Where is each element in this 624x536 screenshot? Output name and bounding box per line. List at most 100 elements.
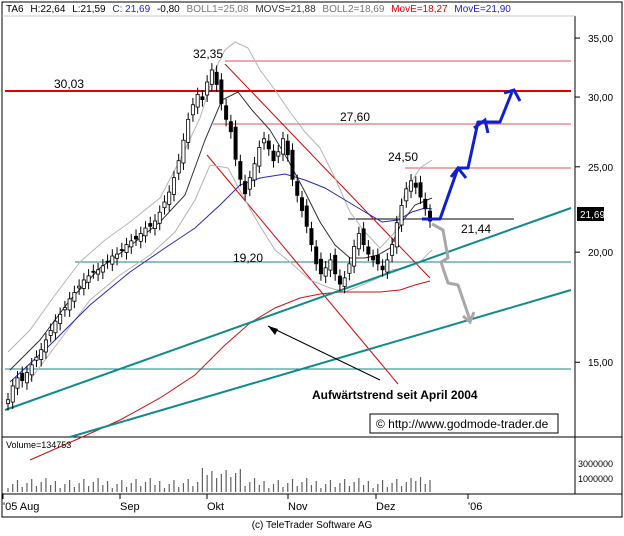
y-tick-label: 30,00 (588, 93, 613, 104)
candle-up (34, 356, 39, 361)
candle-down (413, 182, 418, 188)
legend-ema-blue: MovE=21,90 (454, 4, 511, 15)
candlesticks (6, 63, 432, 411)
candle-down (266, 140, 271, 150)
arrow-head (268, 326, 278, 335)
candle-down (418, 182, 423, 198)
candle-up (352, 246, 357, 267)
candle-up (186, 118, 191, 143)
candle-up (157, 211, 162, 224)
candle-up (67, 298, 72, 311)
candle-down (105, 260, 110, 263)
candle-down (119, 249, 124, 251)
candle-down (285, 140, 290, 156)
copyright-box (369, 413, 559, 434)
candle-up (143, 227, 148, 237)
x-axis-ticks: '05 Aug Sep Okt Nov Dez '06 (2, 494, 482, 513)
y-tick-label: 35,00 (588, 34, 613, 45)
candle-up (176, 160, 181, 174)
candle-up (62, 307, 67, 311)
candle-up (115, 253, 120, 259)
candle-down (337, 275, 342, 285)
candle-up (328, 259, 333, 271)
candle-down (233, 126, 238, 160)
candle-up (209, 69, 214, 85)
candle-up (190, 104, 195, 116)
legend-movs: MOVS=21,88 (255, 4, 316, 15)
candle-up (356, 233, 361, 250)
legend-boll2: BOLL2=18,69 (322, 4, 384, 15)
down-channel-lower (206, 154, 399, 385)
bollinger-upper (7, 41, 433, 353)
candle-up (15, 377, 20, 389)
candle-up (385, 259, 390, 273)
candle-down (371, 255, 376, 261)
y-tick-label: 15,00 (588, 358, 613, 369)
candle-up (138, 233, 143, 242)
candle-up (171, 177, 176, 195)
candle-up (323, 267, 328, 277)
moving-average-short (9, 91, 433, 371)
candle-up (58, 313, 63, 324)
trend-annotation-arrow (267, 325, 381, 381)
legend-header: TA6 H:22,64 L:21,59 C: 21,69 -0,80 BOLL1… (6, 4, 511, 15)
candle-up (43, 339, 48, 353)
candle-down (375, 254, 380, 265)
footer-copyright: (c) TeleTrader Software AG (252, 520, 373, 531)
x-tick-label: Okt (207, 501, 224, 513)
candle-up (252, 163, 257, 181)
legend-close: C: 21,69 (112, 4, 150, 15)
candle-up (124, 244, 129, 253)
label-level-19: 19,20 (233, 251, 263, 265)
current-price-value: 21,69 (580, 210, 605, 221)
candle-up (10, 385, 15, 403)
candle-up (404, 188, 409, 202)
candle-up (72, 292, 77, 302)
legend-boll1: BOLL1=25,08 (187, 4, 249, 15)
y-tick-label: 20,00 (588, 248, 613, 259)
candle-up (24, 372, 29, 384)
candle-down (295, 181, 300, 196)
y-tick-label: 25,00 (588, 163, 613, 174)
candle-down (91, 270, 96, 273)
candle-down (309, 228, 314, 245)
x-tick-label: Nov (288, 501, 308, 513)
candle-up (110, 255, 115, 265)
x-tick-label: '05 Aug (3, 501, 39, 513)
candle-down (423, 198, 428, 210)
candle-up (262, 138, 267, 144)
volume-tick-3m: 3000000 (578, 459, 613, 469)
candle-down (333, 254, 338, 275)
candle-up (81, 279, 86, 289)
volume-tick-1m: 1000000 (578, 474, 613, 484)
candle-down (299, 197, 304, 211)
projection-bearish (431, 222, 472, 321)
candle-up (100, 265, 105, 273)
candle-up (394, 222, 399, 248)
copyright-url[interactable]: © http://www.godmode-trader.de (376, 417, 549, 431)
candle-down (318, 258, 323, 275)
candle-up (129, 240, 134, 248)
projection-bullish (422, 91, 514, 221)
candle-down (228, 121, 233, 133)
label-level-27: 27,60 (340, 110, 370, 124)
candle-down (304, 205, 309, 227)
candle-down (219, 79, 224, 104)
legend-symbol: TA6 (6, 4, 24, 15)
candle-up (409, 180, 414, 192)
volume-bars (7, 468, 431, 492)
candle-up (6, 399, 11, 404)
current-price-tag (577, 207, 604, 221)
horizontal-levels (5, 60, 571, 370)
candle-down (224, 105, 229, 120)
candle-down (148, 223, 153, 227)
candle-down (361, 228, 366, 245)
candle-down (290, 149, 295, 180)
candle-up (96, 269, 101, 275)
ema-blue (9, 173, 433, 383)
candle-up (86, 275, 91, 283)
y-axis-ticks: 35,00 30,00 25,00 20,00 15,00 (575, 34, 613, 369)
uptrend-line-upper (4, 207, 572, 411)
candle-down (243, 181, 248, 195)
